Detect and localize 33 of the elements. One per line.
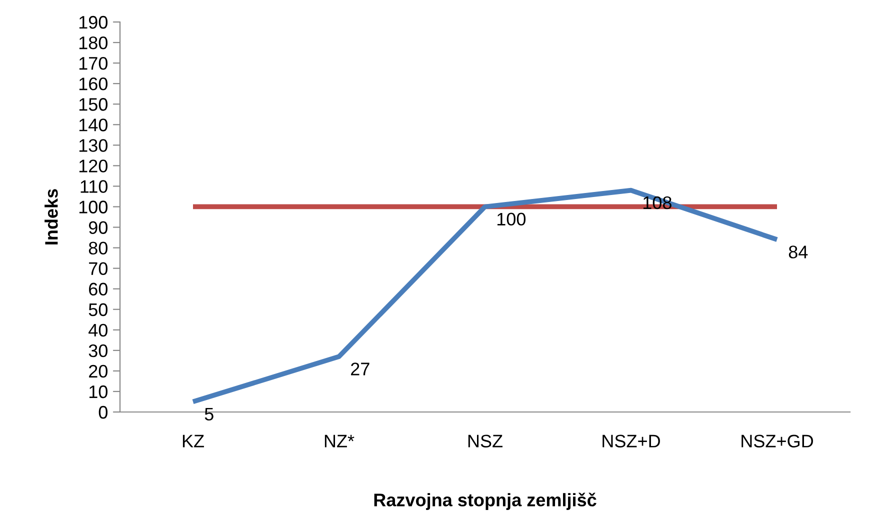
data-label: 5 (204, 408, 214, 421)
data-label: 108 (643, 196, 672, 210)
y-tick-label: 160 (79, 78, 108, 90)
data-label: 27 (351, 362, 370, 376)
x-tick-label: KZ (182, 434, 204, 448)
y-tick-label: 100 (79, 200, 108, 214)
y-tick-label: 90 (88, 221, 108, 234)
data-label: 84 (788, 246, 808, 258)
y-tick-label: 180 (79, 36, 108, 50)
x-tick-label: NZ* (324, 434, 354, 448)
x-tick-label: NSZ+D (602, 434, 660, 448)
y-tick-label: 80 (88, 242, 108, 255)
y-tick-label: 70 (89, 262, 108, 276)
x-axis-title: Razvojna stopnja zemljišč (374, 492, 596, 510)
y-tick-label: 120 (79, 160, 108, 172)
y-tick-label: 20 (89, 364, 108, 378)
x-tick-label: NSZ+GD (742, 434, 814, 448)
y-tick-label: 60 (89, 282, 108, 296)
y-tick-label: 110 (80, 180, 108, 193)
y-tick-label: 170 (79, 56, 108, 70)
y-tick-label: 40 (88, 324, 108, 337)
y-tick-label: 10 (89, 385, 108, 398)
y-tick-label: 150 (79, 98, 108, 111)
y-tick-label: 0 (98, 406, 108, 419)
y-axis-title: Indeks (44, 189, 58, 244)
y-tick-label: 140 (79, 118, 108, 132)
line-series (190, 188, 780, 404)
x-tick-label: NSZ (468, 434, 502, 448)
data-label: 100 (497, 212, 526, 226)
y-tick-label: 50 (88, 303, 108, 316)
y-tick-label: 190 (79, 16, 108, 29)
y-tick-label: 130 (79, 139, 108, 152)
y-tick-label: 30 (88, 344, 108, 358)
